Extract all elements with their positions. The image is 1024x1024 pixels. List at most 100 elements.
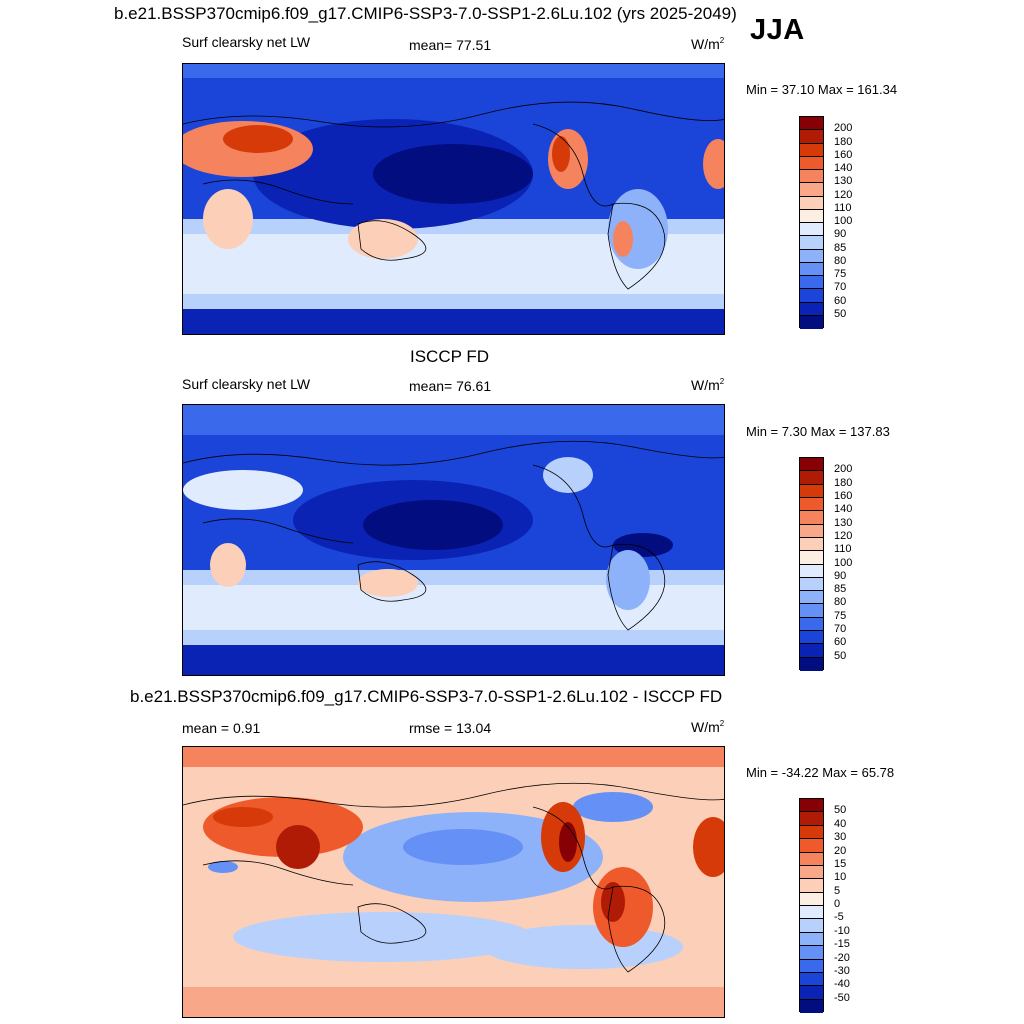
colorbar-swatch: [800, 130, 823, 144]
colorbar-swatch: [800, 986, 823, 1000]
panel-1-colorbar: [799, 116, 824, 329]
colorbar-swatch: [800, 289, 823, 303]
colorbar-tick-label: -40: [834, 978, 850, 991]
colorbar-tick-label: 60: [834, 294, 847, 307]
colorbar-tick-label: 75: [834, 268, 847, 280]
colorbar-swatch: [800, 236, 823, 250]
panel-2-variable-label: Surf clearsky net LW: [182, 376, 311, 392]
colorbar-swatch: [800, 865, 823, 880]
colorbar-tick-label: 0: [834, 898, 841, 910]
panel-3-colorbar: [799, 798, 824, 1013]
colorbar-tick-label: 90: [834, 569, 847, 582]
colorbar-swatch: [800, 825, 823, 840]
colorbar-swatch: [800, 497, 823, 512]
colorbar-swatch: [800, 617, 823, 632]
colorbar-swatch: [800, 657, 823, 671]
colorbar-swatch: [800, 959, 823, 973]
colorbar-swatch: [800, 262, 823, 276]
colorbar-tick-label: 180: [834, 135, 853, 148]
colorbar-swatch: [800, 577, 823, 592]
colorbar-tick-label: 200: [834, 122, 853, 135]
panel-2-map: [182, 404, 725, 676]
colorbar-swatch: [800, 551, 823, 565]
colorbar-swatch: [800, 537, 823, 552]
colorbar-swatch: [800, 302, 823, 316]
colorbar-tick-label: 110: [834, 201, 852, 214]
colorbar-tick-label: 10: [834, 871, 847, 884]
panel-3-mean-label: mean = 0.91: [182, 720, 261, 736]
colorbar-tick-label: 85: [834, 583, 847, 596]
colorbar-tick-label: -20: [834, 951, 850, 964]
colorbar-tick-label: 180: [834, 476, 853, 489]
colorbar-swatch: [800, 196, 823, 210]
colorbar-swatch: [800, 919, 823, 933]
colorbar-tick-label: 120: [834, 529, 853, 542]
panel-1-mean-label: mean= 77.51: [409, 37, 492, 53]
panel-2-minmax: Min = 7.30 Max = 137.83: [746, 424, 890, 439]
colorbar-tick-label: 85: [834, 241, 847, 254]
colorbar-swatch: [800, 564, 823, 578]
colorbar-swatch: [800, 315, 823, 329]
panel-3-minmax: Min = -34.22 Max = 65.78: [746, 765, 895, 780]
colorbar-swatch: [800, 812, 823, 826]
colorbar-tick-label: 130: [834, 516, 853, 529]
colorbar-swatch: [800, 458, 823, 472]
colorbar-tick-label: 120: [834, 188, 853, 201]
panel-1-minmax: Min = 37.10 Max = 161.34: [746, 82, 898, 97]
colorbar-tick-label: 160: [834, 148, 853, 161]
colorbar-tick-label: 40: [834, 817, 847, 830]
colorbar-tick-label: 80: [834, 254, 847, 267]
panel-1-title: b.e21.BSSP370cmip6.f09_g17.CMIP6-SSP3-7.…: [114, 4, 737, 23]
colorbar-swatch: [800, 471, 823, 485]
panel-1-map: [182, 63, 725, 335]
colorbar-swatch: [800, 999, 823, 1013]
colorbar-tick-label: -10: [834, 924, 850, 937]
colorbar-swatch: [800, 972, 823, 987]
panel-2-title: ISCCP FD: [410, 347, 490, 366]
colorbar-swatch: [800, 644, 823, 658]
colorbar-tick-label: -15: [834, 938, 850, 951]
colorbar-tick-label: 110: [834, 543, 852, 556]
season-label: JJA: [750, 14, 805, 46]
colorbar-swatch: [800, 852, 823, 866]
colorbar-swatch: [800, 156, 823, 170]
colorbar-swatch: [800, 604, 823, 618]
colorbar-swatch: [800, 932, 823, 947]
colorbar-swatch: [800, 170, 823, 184]
panel-2-units: W/m2: [691, 377, 725, 393]
panel-2-mean-label: mean= 76.61: [409, 378, 492, 394]
colorbar-swatch: [800, 511, 823, 525]
panel-1-variable-label: Surf clearsky net LW: [182, 34, 311, 50]
colorbar-tick-label: 5: [834, 884, 841, 897]
colorbar-tick-label: 15: [834, 857, 847, 870]
colorbar-tick-label: 70: [834, 281, 847, 294]
colorbar-tick-label: 75: [834, 609, 847, 622]
colorbar-swatch: [800, 183, 823, 197]
colorbar-swatch: [800, 117, 823, 131]
colorbar-tick-label: -30: [834, 964, 850, 977]
colorbar-tick-label: 50: [834, 307, 847, 320]
colorbar-tick-label: 80: [834, 596, 847, 609]
colorbar-tick-label: 160: [834, 489, 853, 502]
panel-1-units: W/m2: [691, 36, 725, 52]
colorbar-tick-label: 130: [834, 175, 853, 188]
colorbar-tick-label: 200: [834, 463, 853, 476]
colorbar-tick-label: 140: [834, 503, 853, 516]
colorbar-swatch: [800, 524, 823, 538]
colorbar-tick-label: 50: [834, 804, 847, 817]
panel-3-map: [182, 746, 725, 1018]
colorbar-swatch: [800, 209, 823, 223]
colorbar-swatch: [800, 879, 823, 893]
colorbar-swatch: [800, 906, 823, 920]
colorbar-swatch: [800, 484, 823, 498]
colorbar-swatch: [800, 892, 823, 906]
colorbar-tick-label: 50: [834, 649, 847, 662]
panel-3-title: b.e21.BSSP370cmip6.f09_g17.CMIP6-SSP3-7.…: [130, 687, 723, 706]
colorbar-tick-label: -5: [834, 911, 844, 924]
colorbar-swatch: [800, 799, 823, 813]
colorbar-tick-label: 90: [834, 228, 847, 241]
colorbar-tick-label: 140: [834, 162, 853, 174]
colorbar-swatch: [800, 631, 823, 645]
colorbar-swatch: [800, 591, 823, 605]
colorbar-tick-label: 30: [834, 831, 847, 844]
